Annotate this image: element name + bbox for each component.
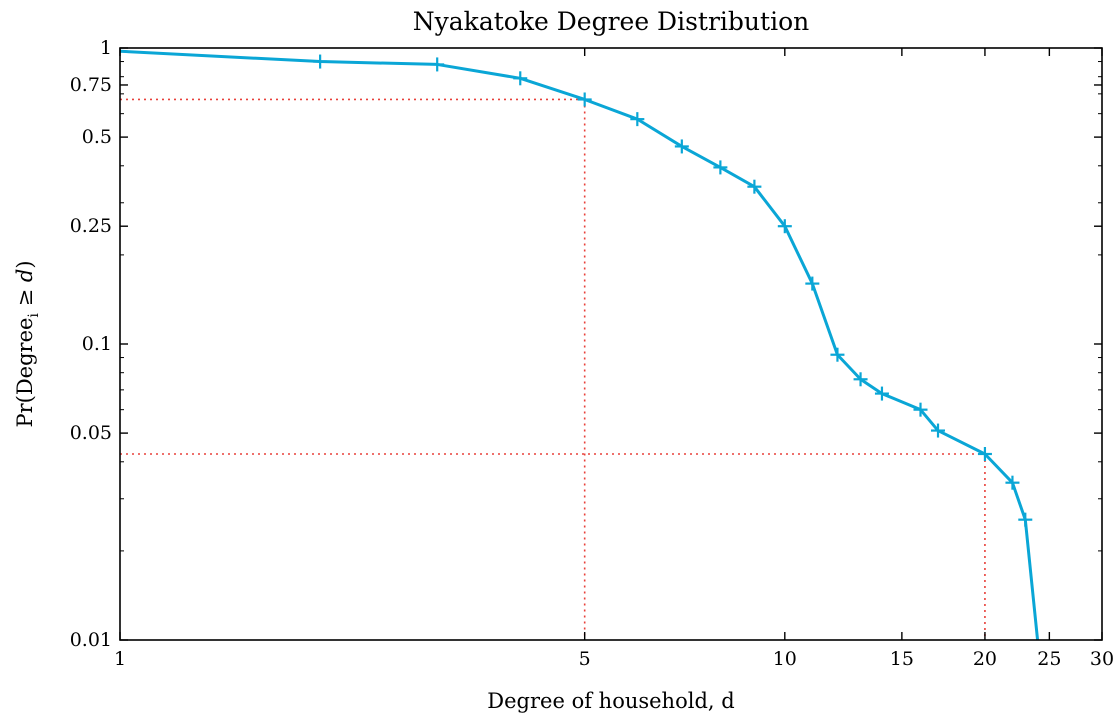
data-point-marker bbox=[430, 57, 445, 72]
y-tick-label: 0.5 bbox=[82, 126, 112, 148]
data-point-marker bbox=[1018, 512, 1033, 527]
data-point-marker bbox=[830, 347, 845, 362]
y-tick-label: 0.25 bbox=[70, 215, 112, 237]
y-tick-label: 0.1 bbox=[82, 333, 112, 355]
data-point-marker bbox=[931, 423, 946, 438]
y-axis-label: Pr(Degreei ≥ d) bbox=[13, 260, 42, 427]
y-tick-label: 1 bbox=[100, 37, 112, 59]
y-label-close: ) bbox=[13, 260, 37, 268]
x-axis-label: Degree of household, d bbox=[487, 689, 734, 713]
data-point-marker bbox=[913, 402, 928, 417]
y-tick-label: 0.05 bbox=[70, 422, 112, 444]
data-point-marker bbox=[630, 112, 645, 127]
data-point-marker bbox=[1005, 475, 1020, 490]
x-tick-label: 20 bbox=[973, 648, 997, 670]
tick-labels: 1 5 10 15 20 25 300.010.050.10.250.50.751 bbox=[70, 37, 1114, 670]
x-tick-label: 1 bbox=[114, 648, 126, 670]
data-point-marker bbox=[777, 219, 792, 234]
y-label-var: d bbox=[13, 269, 37, 282]
data-point-marker bbox=[977, 446, 992, 461]
data-point-marker bbox=[513, 71, 528, 86]
x-tick-label: 15 bbox=[890, 648, 914, 670]
y-label-main: Pr(Degree bbox=[13, 318, 37, 428]
series-line bbox=[119, 49, 1040, 641]
data-point-marker bbox=[853, 372, 868, 387]
data-point-marker bbox=[747, 179, 762, 194]
y-label-rest: ≥ bbox=[13, 282, 37, 313]
data-point-marker bbox=[674, 139, 689, 154]
axis-ticks bbox=[119, 47, 1103, 641]
data-point-marker bbox=[713, 160, 728, 175]
chart-title: Nyakatoke Degree Distribution bbox=[413, 7, 809, 36]
plot-frame bbox=[119, 47, 1103, 641]
series-layer bbox=[119, 49, 1040, 641]
data-point-marker bbox=[805, 276, 820, 291]
data-point-marker bbox=[577, 92, 592, 107]
y-label-sub: i bbox=[26, 313, 42, 318]
y-tick-label: 0.01 bbox=[70, 629, 112, 651]
x-tick-label: 30 bbox=[1090, 648, 1114, 670]
reference-lines bbox=[120, 98, 986, 640]
x-tick-label: 10 bbox=[773, 648, 797, 670]
data-point-marker bbox=[313, 54, 328, 69]
data-point-marker bbox=[874, 386, 889, 401]
x-tick-label: 5 bbox=[579, 648, 591, 670]
x-tick-label: 25 bbox=[1037, 648, 1061, 670]
y-tick-label: 0.75 bbox=[70, 74, 112, 96]
